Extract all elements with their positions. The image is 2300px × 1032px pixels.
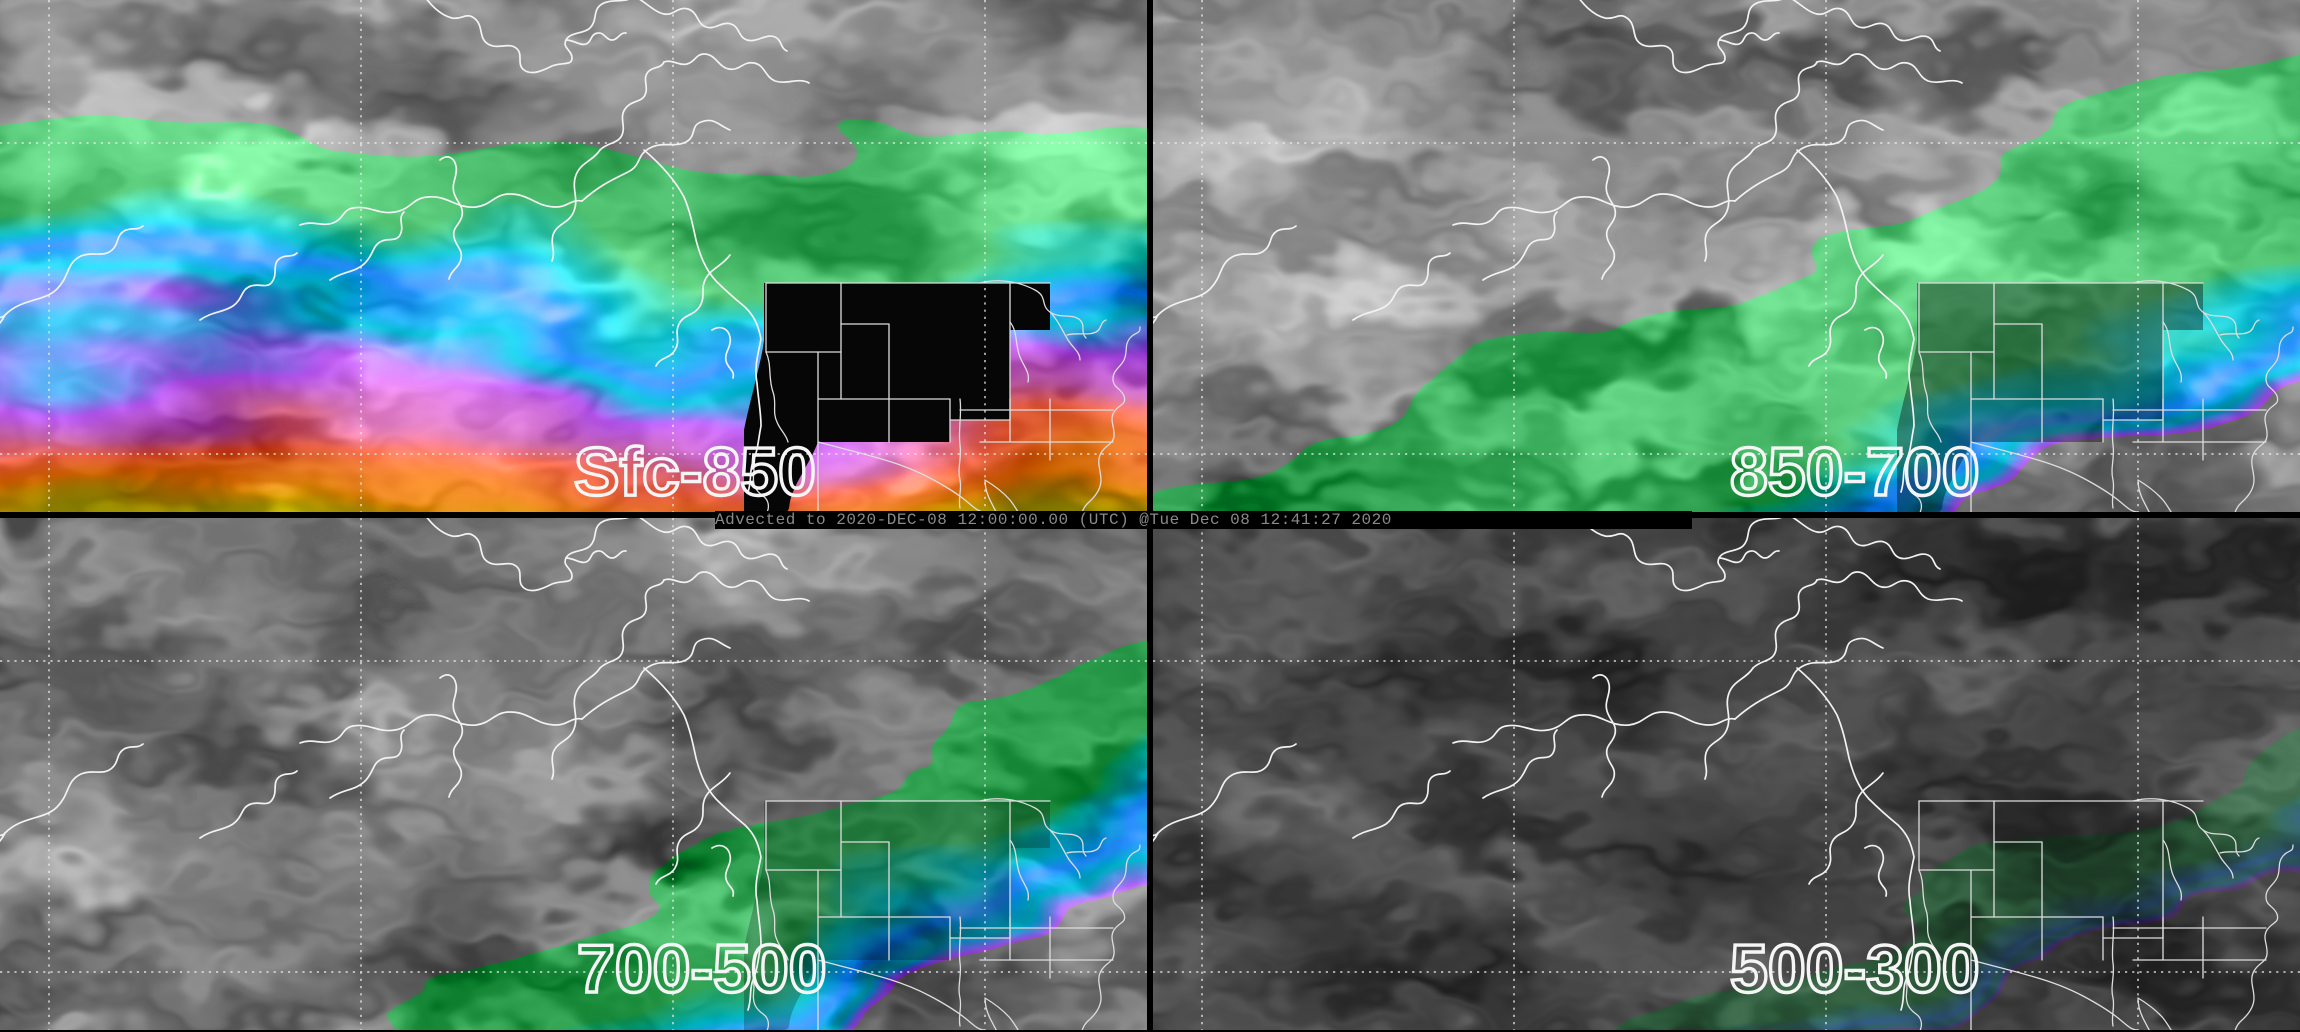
svg-text:700-500: 700-500 xyxy=(577,931,827,1007)
svg-text:Sfc-850: Sfc-850 xyxy=(574,434,816,510)
svg-text:500-300: 500-300 xyxy=(1730,931,1980,1007)
svg-text:850-700: 850-700 xyxy=(1730,434,1980,510)
